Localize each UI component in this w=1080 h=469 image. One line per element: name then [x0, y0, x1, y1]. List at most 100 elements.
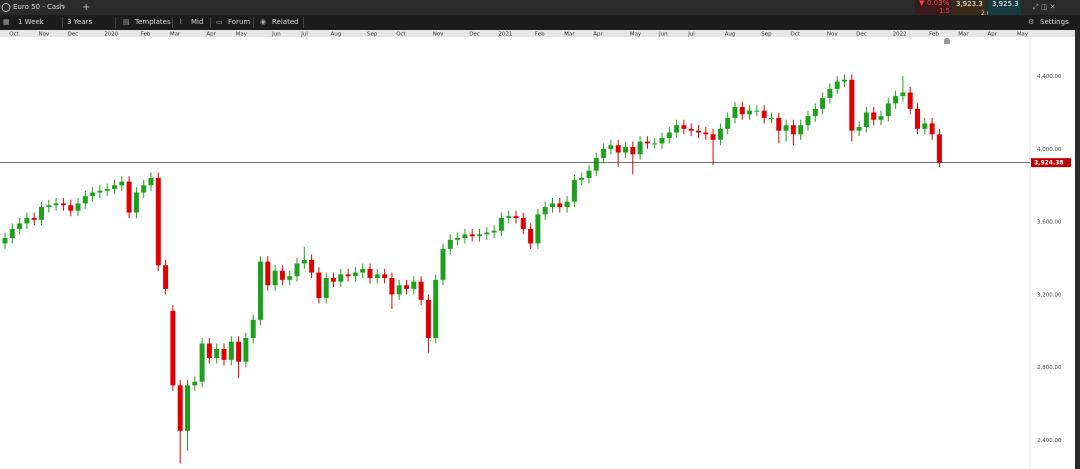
candle-body [688, 128, 694, 131]
separator [303, 17, 304, 28]
title-bar: Euro 50 - Cash ⌕ + ▼ 0.03% 1.5 3,923.3 2… [0, 0, 1080, 17]
candle-body [936, 134, 942, 163]
candle-body [893, 96, 899, 104]
candle-body [345, 274, 351, 277]
candle-body [185, 385, 190, 431]
candle-body [747, 110, 753, 115]
search-icon[interactable]: ⌕ [62, 3, 66, 11]
candle-body [820, 97, 826, 109]
candle-body [462, 234, 468, 238]
x-tick-label: Mar [170, 32, 181, 38]
candle-body [863, 112, 869, 128]
separator [62, 17, 63, 28]
candle-body [447, 239, 453, 249]
x-tick-label: Aug [331, 32, 342, 38]
x-tick-label: Apr [988, 32, 998, 38]
candle-body [126, 181, 132, 213]
x-tick-label: Oct [396, 32, 406, 38]
candle-body [783, 125, 789, 131]
add-tab[interactable]: + [82, 2, 91, 13]
related-button[interactable]: Related [272, 18, 299, 26]
candle-body [732, 107, 738, 118]
candle-body [513, 216, 519, 218]
instrument-name[interactable]: Euro 50 - Cash [13, 3, 65, 11]
related-icon[interactable]: ◉ [260, 18, 267, 26]
candle-body [615, 145, 621, 153]
scroll-marker[interactable] [944, 38, 950, 44]
candle-body [352, 272, 358, 277]
templates-button[interactable]: Templates [135, 18, 171, 26]
y-tick-label: 2,400.00 [1037, 438, 1062, 444]
candle-body [717, 128, 723, 140]
x-tick-label: Dec [856, 32, 867, 38]
candle-body [46, 205, 52, 208]
price-button[interactable]: Mid [191, 18, 204, 26]
candle-body [842, 79, 847, 82]
price-label-box [1031, 158, 1071, 168]
x-tick-label: Apr [593, 32, 603, 38]
candle-body [24, 217, 30, 224]
buy-price[interactable]: 3,925.3 [992, 0, 1019, 8]
candle-body [798, 125, 804, 135]
separator [115, 17, 116, 28]
settings-icon[interactable]: ⚙ [1028, 18, 1035, 26]
candle-body [250, 319, 256, 339]
layout-icon[interactable]: ▦ [3, 18, 10, 26]
candle-body [491, 230, 497, 233]
info-icon[interactable] [0, 0, 12, 15]
candle-body [433, 279, 439, 339]
candle-body [374, 274, 380, 279]
candle-body [2, 237, 8, 244]
candle-body [593, 157, 599, 171]
sell-box[interactable]: 3,923.3 [952, 0, 985, 15]
candle-body [396, 285, 402, 295]
settings-button[interactable]: Settings [1040, 18, 1069, 26]
candle-body [228, 341, 234, 360]
candle-body [834, 81, 840, 89]
candle-body [849, 79, 855, 131]
candle-body [469, 234, 475, 237]
change-box: ▼ 0.03% 1.5 [915, 0, 951, 15]
candle-body [141, 185, 147, 193]
buy-box[interactable]: 3,925.3 [988, 0, 1021, 15]
candle-body [404, 285, 409, 289]
price-icon[interactable]: ⌇ [179, 18, 183, 26]
sell-price[interactable]: 3,923.3 [956, 0, 983, 8]
y-tick-label: 2,800.00 [1037, 365, 1062, 371]
interval-button[interactable]: 1 Week [18, 18, 44, 26]
candle-body [316, 272, 322, 299]
x-tick-label: Dec [68, 32, 79, 38]
candle-body [82, 196, 88, 204]
candle-body [878, 116, 884, 120]
candle-body [666, 132, 672, 138]
candle-body [338, 274, 344, 282]
forum-icon[interactable]: ▭ [216, 18, 223, 26]
candle-body [279, 270, 285, 280]
candle-body [557, 203, 563, 208]
candle-body [761, 110, 767, 118]
candle-body [769, 117, 774, 119]
x-tick-label: Jul [300, 32, 308, 38]
right-edge [1075, 30, 1080, 469]
candle-body [221, 348, 227, 360]
candle-body [455, 237, 461, 240]
candle-body [389, 278, 395, 295]
candle-body [133, 192, 139, 213]
x-tick-label: 2020 [104, 32, 118, 38]
separator [210, 17, 211, 28]
templates-icon[interactable]: ▤ [123, 18, 130, 26]
candle-body [75, 203, 81, 211]
candle-body [411, 281, 417, 289]
candle-body [871, 112, 877, 120]
candle-body [309, 259, 315, 273]
price-label: 3,924.38 [1034, 160, 1064, 167]
range-button[interactable]: 3 Years [67, 18, 93, 26]
x-tick-label: Nov [39, 32, 50, 38]
candle-body [790, 125, 796, 135]
x-tick-label: Nov [433, 32, 444, 38]
candle-body [31, 217, 37, 220]
forum-button[interactable]: Forum [228, 18, 251, 26]
window-buttons[interactable]: ⤢ ◫ ✕ [1033, 3, 1056, 11]
x-tick-label: Dec [469, 32, 480, 38]
